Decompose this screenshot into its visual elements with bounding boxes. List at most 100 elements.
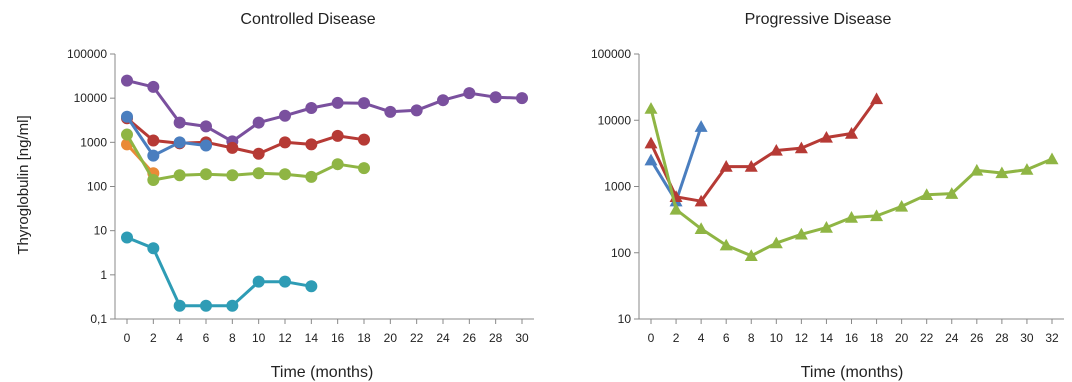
chart-title: Controlled Disease (240, 11, 375, 28)
data-point (173, 299, 186, 312)
x-tick-label: 2 (673, 331, 680, 345)
data-point (644, 136, 658, 149)
data-point (279, 136, 291, 149)
x-tick-label: 22 (410, 331, 424, 345)
x-tick-label: 30 (515, 331, 529, 345)
x-tick-label: 6 (203, 331, 210, 345)
x-tick-label: 2 (150, 331, 157, 345)
data-point (200, 299, 212, 312)
data-point (358, 97, 370, 110)
x-tick-label: 26 (463, 331, 477, 345)
data-point (819, 221, 833, 233)
data-point (845, 211, 858, 223)
data-point (463, 87, 476, 100)
data-point (147, 174, 160, 187)
data-point (358, 133, 370, 146)
x-tick-label: 8 (748, 331, 755, 345)
data-point (200, 168, 212, 181)
data-point (147, 242, 160, 255)
x-tick-label: 30 (1020, 331, 1034, 345)
data-point (121, 110, 133, 123)
x-tick-label: 0 (648, 331, 655, 345)
data-point (305, 101, 318, 114)
data-point (252, 116, 265, 129)
x-tick-label: 6 (723, 331, 730, 345)
x-tick-label: 16 (845, 331, 859, 345)
y-tick-label: 10 (94, 224, 108, 238)
data-point (305, 280, 318, 293)
data-point (719, 160, 733, 172)
x-tick-label: 20 (384, 331, 398, 345)
data-point (147, 134, 160, 147)
x-tick-label: 12 (795, 331, 809, 345)
data-point (252, 147, 265, 160)
data-point (121, 231, 133, 244)
x-tick-label: 20 (895, 331, 909, 345)
x-tick-label: 4 (698, 331, 705, 345)
y-tick-label: 100000 (591, 47, 631, 61)
y-tick-label: 100 (87, 180, 107, 194)
y-tick-label: 1000 (80, 135, 107, 149)
data-point (694, 120, 708, 132)
chart-title: Progressive Disease (745, 11, 892, 28)
x-tick-label: 0 (124, 331, 131, 345)
x-tick-label: 12 (278, 331, 292, 345)
data-point (819, 130, 833, 143)
series-line (125, 115, 207, 158)
data-point (121, 74, 133, 87)
data-point (920, 188, 934, 200)
data-point (147, 149, 160, 162)
data-point (744, 249, 758, 261)
data-point (744, 160, 758, 172)
x-tick-label: 28 (995, 331, 1009, 345)
x-axis-label: Time (months) (801, 364, 904, 381)
data-point (769, 236, 783, 249)
data-point (173, 169, 186, 182)
data-point (437, 94, 449, 107)
data-point (331, 96, 344, 109)
data-point (358, 162, 370, 175)
data-point (694, 194, 708, 207)
series-line (125, 133, 365, 182)
x-tick-label: 24 (436, 331, 450, 345)
y-tick-label: 0,1 (90, 312, 107, 326)
data-point (331, 158, 344, 171)
data-point (1045, 152, 1059, 165)
x-tick-label: 14 (305, 331, 319, 345)
x-tick-label: 28 (489, 331, 503, 345)
y-tick-label: 10000 (598, 113, 632, 127)
data-point (516, 92, 528, 105)
data-point (1020, 163, 1034, 175)
y-tick-label: 10 (618, 312, 632, 326)
data-point (226, 141, 239, 154)
data-point (252, 167, 265, 180)
data-point (794, 227, 808, 240)
data-point (384, 105, 397, 118)
data-point (200, 139, 212, 152)
data-point (489, 91, 502, 104)
x-tick-label: 24 (945, 331, 959, 345)
x-tick-label: 10 (770, 331, 784, 345)
data-point (644, 153, 658, 166)
y-axis-label: Thyroglobulin [ng/ml] (15, 115, 32, 254)
data-point (794, 141, 808, 154)
x-tick-label: 16 (331, 331, 345, 345)
series-line (126, 79, 523, 143)
data-point (331, 129, 344, 142)
chart-controlled-disease: Controlled Disease Time (months) Thyrogl… (15, 11, 534, 381)
data-point (226, 299, 239, 312)
data-point (970, 163, 984, 176)
y-tick-label: 100000 (67, 47, 107, 61)
series-line (649, 98, 878, 203)
x-tick-label: 22 (920, 331, 934, 345)
data-point (719, 238, 733, 251)
data-point (226, 169, 239, 182)
data-point (410, 104, 423, 117)
data-point (669, 202, 683, 215)
data-point (845, 127, 858, 139)
x-tick-label: 32 (1045, 331, 1059, 345)
data-point (305, 170, 318, 183)
data-point (173, 136, 186, 149)
data-point (252, 275, 265, 288)
